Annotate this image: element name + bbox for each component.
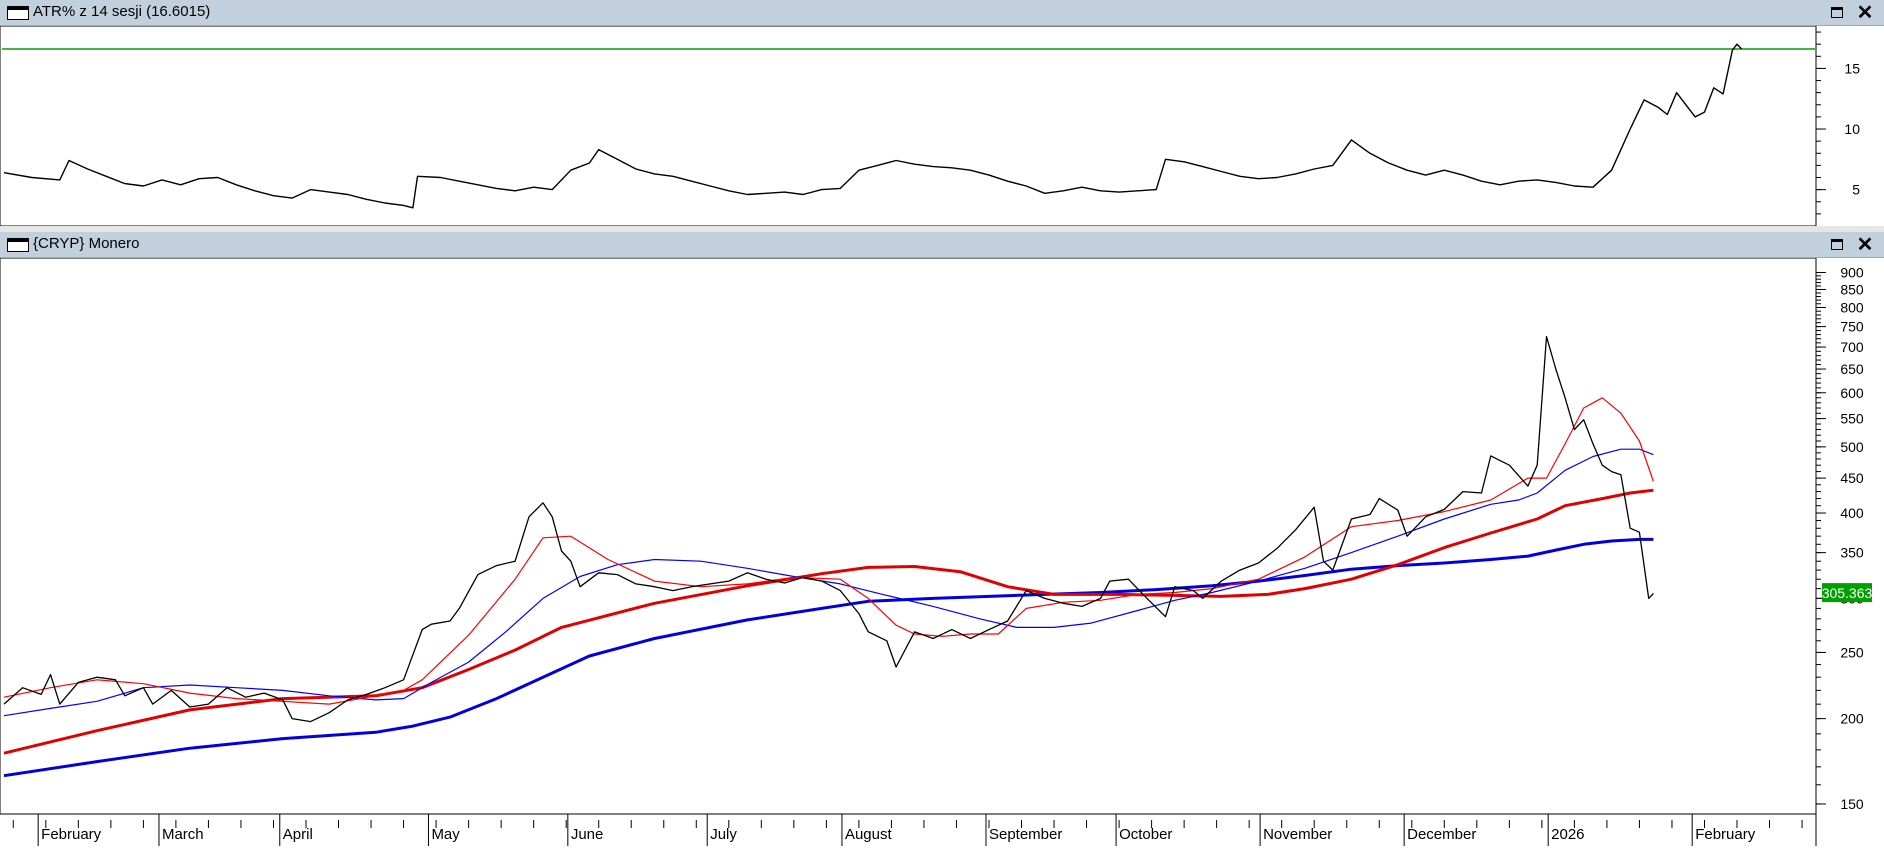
price-pane-header: {CRYP} Monero ✕ <box>0 232 1884 258</box>
price-y-tick-label: 250 <box>1840 644 1864 660</box>
atr-y-tick-label: 15 <box>1844 60 1860 76</box>
atr-chart[interactable]: 5 10 15 <box>0 25 1884 227</box>
price-y-tick-label: 650 <box>1840 361 1864 377</box>
price-chart[interactable]: 1502002503003504004505005506006507007508… <box>0 257 1884 846</box>
price-y-tick-label: 550 <box>1840 411 1864 427</box>
price-y-tick-label: 500 <box>1840 439 1864 455</box>
last-price-badge <box>1822 583 1872 603</box>
price-close-button[interactable]: ✕ <box>1856 234 1874 256</box>
sma-long-blue-line <box>3 537 1654 778</box>
price-plot-area <box>0 257 1817 815</box>
price-y-tick-label: 350 <box>1840 545 1864 561</box>
x-month-label: February <box>1695 826 1756 843</box>
sma-mid-blue-line <box>3 448 1654 717</box>
x-month-label: October <box>1119 826 1172 843</box>
price-y-tick-label: 800 <box>1840 299 1864 315</box>
x-month-label: April <box>283 826 313 843</box>
atr-maximize-button[interactable] <box>1826 3 1848 23</box>
x-month-label: September <box>989 826 1062 843</box>
pane-window-icon[interactable] <box>7 6 29 20</box>
price-y-tick-label: 200 <box>1840 711 1864 727</box>
price-pane-title: {CRYP} Monero <box>33 235 140 252</box>
atr-pane: 5 10 15 <box>0 25 1884 227</box>
price-y-tick-label: 450 <box>1840 470 1864 486</box>
atr-y-tick-label: 10 <box>1844 121 1860 137</box>
last-price-label: 305.363 <box>1822 585 1873 601</box>
atr-y-tick-label: 5 <box>1852 182 1860 198</box>
price-y-tick-label: 900 <box>1840 265 1864 281</box>
x-month-label: November <box>1263 826 1332 843</box>
price-y-tick-label: 850 <box>1840 281 1864 297</box>
atr-line <box>3 43 1743 209</box>
x-month-label: December <box>1407 826 1476 843</box>
x-month-label: 2026 <box>1551 826 1584 843</box>
atr-pane-header: ATR% z 14 sesji (16.6015) ✕ <box>0 0 1884 26</box>
x-month-label: March <box>162 826 204 843</box>
atr-close-button[interactable]: ✕ <box>1856 2 1874 24</box>
x-month-label: May <box>431 826 460 843</box>
price-y-tick-label: 400 <box>1840 505 1864 521</box>
price-y-tick-label: 700 <box>1840 339 1864 355</box>
price-y-tick-label: 600 <box>1840 385 1864 401</box>
pane-window-icon[interactable] <box>7 238 29 252</box>
x-month-label: July <box>710 826 737 843</box>
x-month-label: August <box>845 826 893 843</box>
price-pane: 1502002503003504004505005506006507007508… <box>0 257 1884 846</box>
pane-splitter[interactable] <box>0 226 1884 232</box>
sma-short-red-line <box>3 397 1654 705</box>
price-y-tick-label: 750 <box>1840 319 1864 335</box>
price-line <box>3 335 1654 723</box>
x-month-label: June <box>571 826 604 843</box>
x-month-label: February <box>41 826 102 843</box>
price-maximize-button[interactable] <box>1826 235 1848 255</box>
atr-pane-title: ATR% z 14 sesji (16.6015) <box>33 3 211 20</box>
price-y-tick-label: 150 <box>1840 796 1864 812</box>
